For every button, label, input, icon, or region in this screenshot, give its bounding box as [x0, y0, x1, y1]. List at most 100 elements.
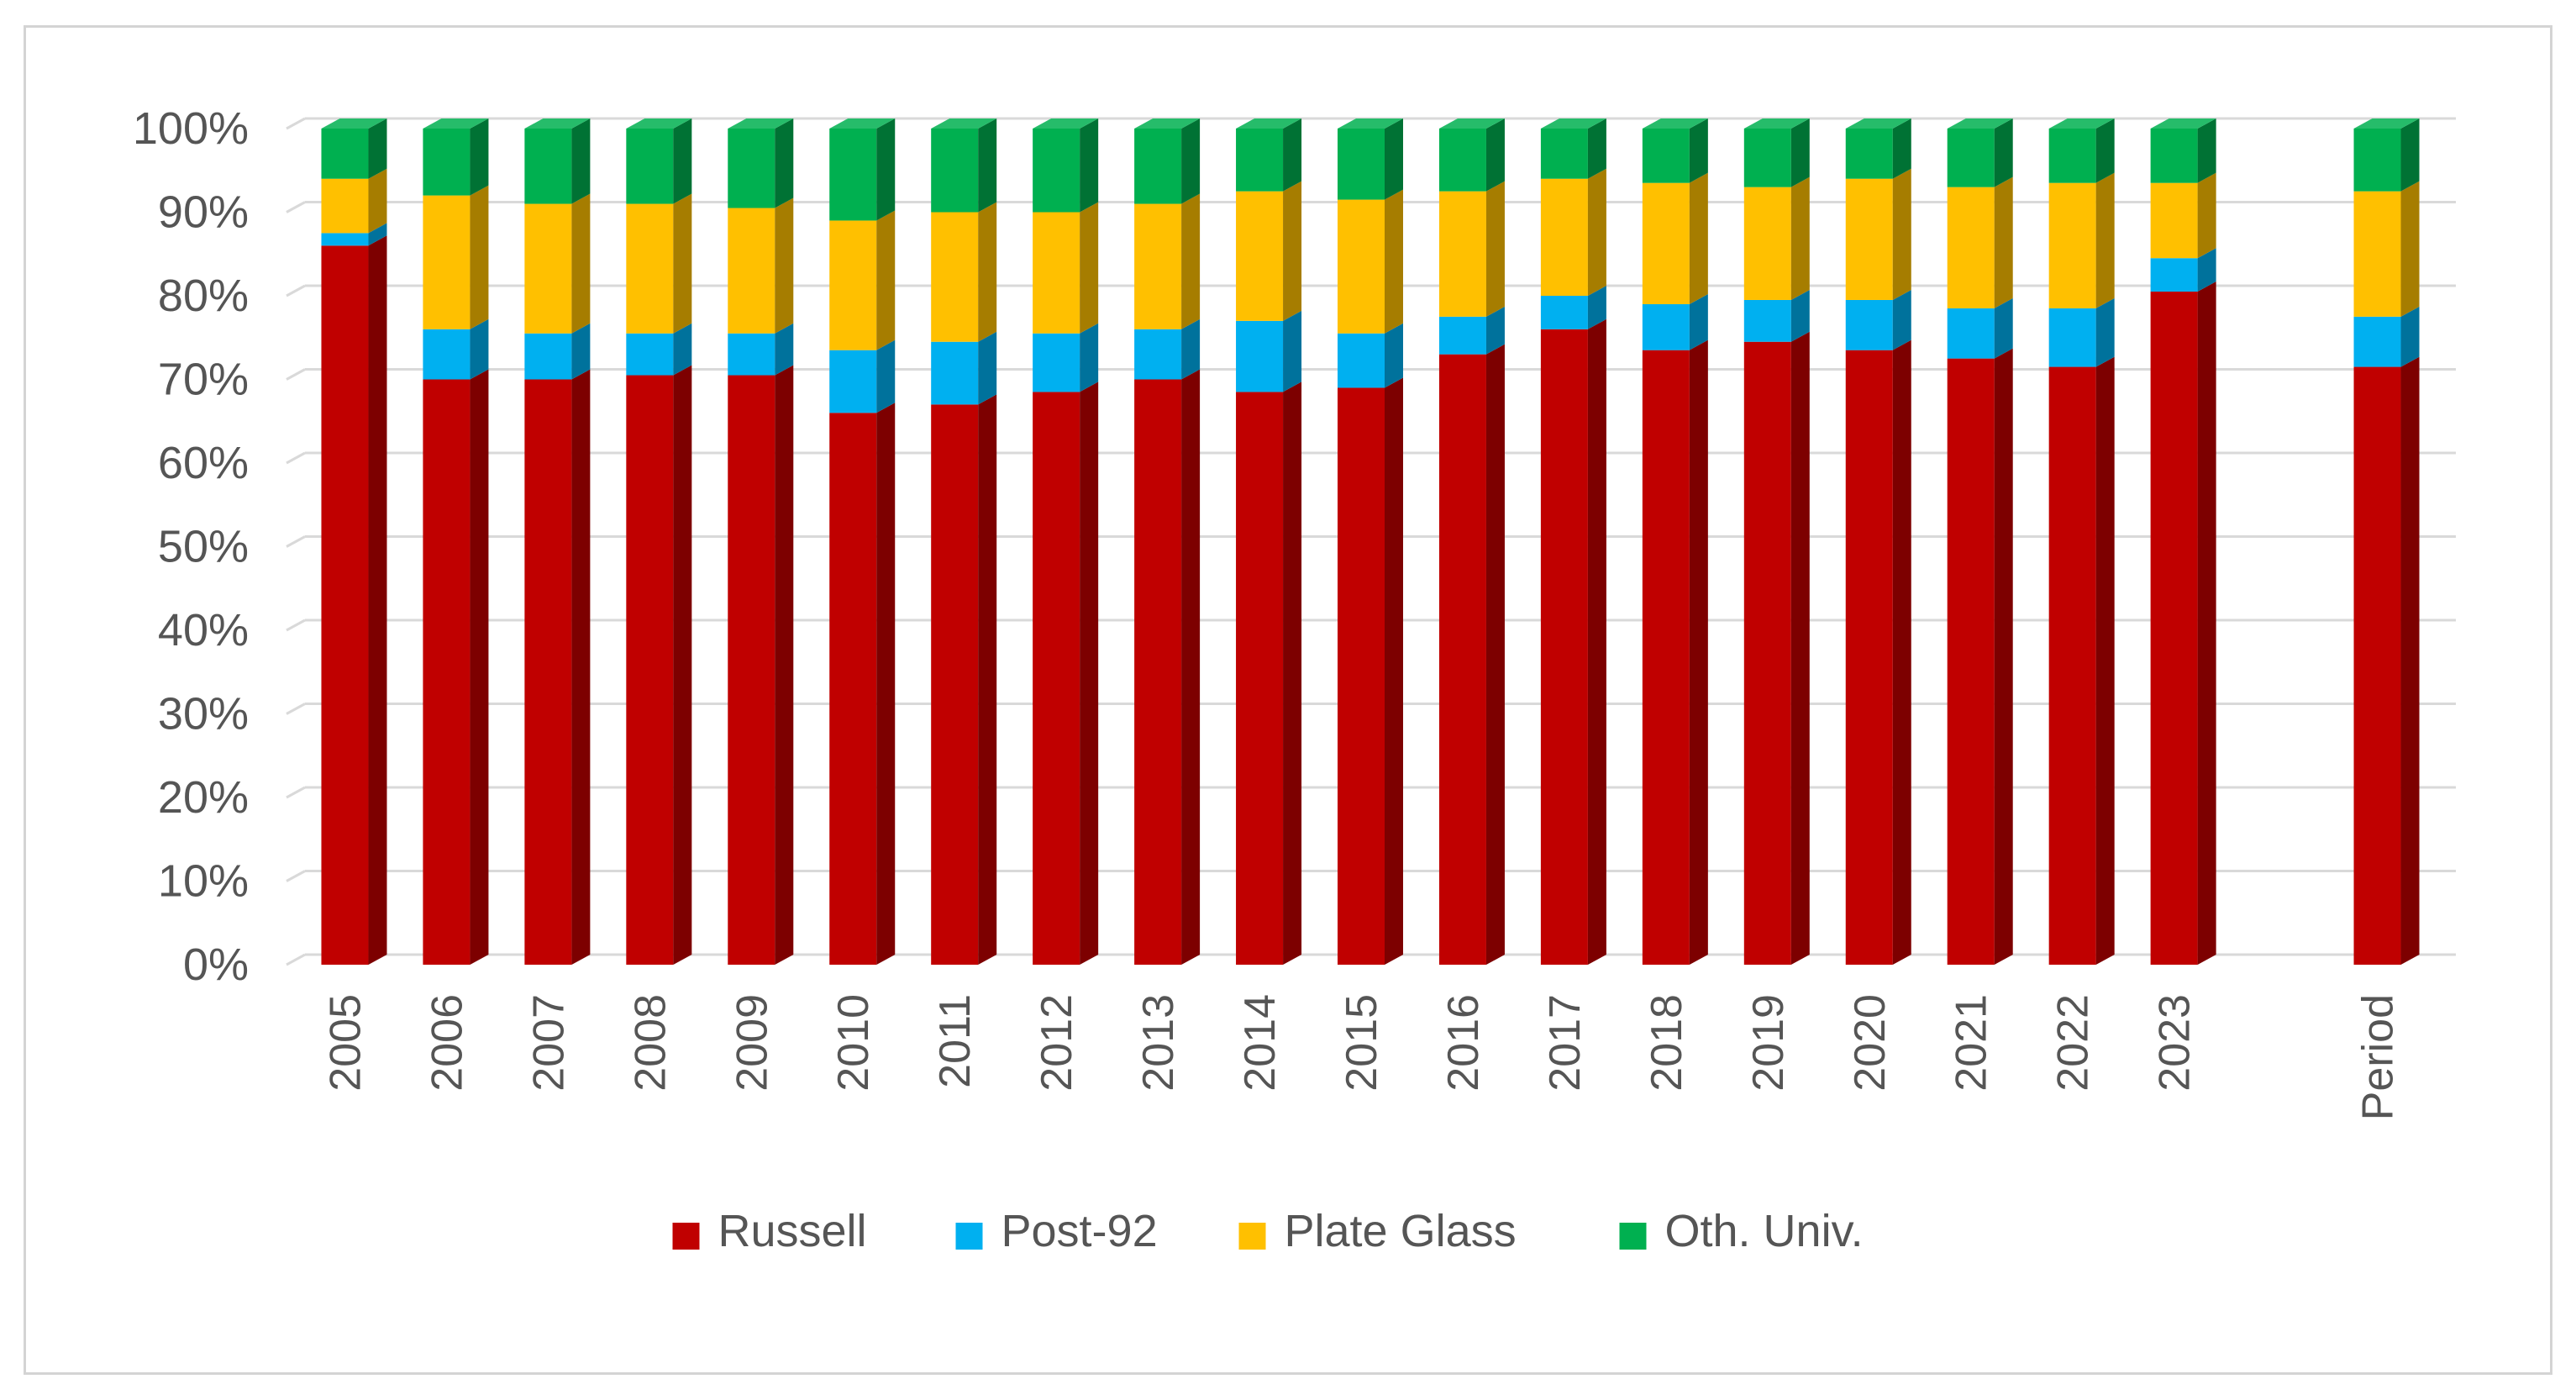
stacked-bar-chart: 0%10%20%30%40%50%60%70%80%90%100% 2005 20…: [133, 103, 2456, 1256]
y-tick-label: 60%: [158, 438, 249, 488]
bar-segment-plate-glass-2014: [1236, 181, 1302, 321]
bar-segment-russell-2015: [1338, 377, 1403, 965]
x-tick-label: 2018: [1643, 994, 1691, 1092]
y-tick-label: 10%: [158, 856, 249, 907]
bar-segment-russell-2019: [1743, 331, 1810, 966]
bar-segment-post-92-2020: [1845, 289, 1911, 350]
bar-segment-oth-univ--2016: [1438, 118, 1505, 192]
bar-segment-post-92-2016: [1438, 306, 1505, 355]
gridline-side: [286, 535, 306, 548]
bar-segment-oth-univ--2012: [1033, 118, 1099, 213]
x-tick-label: 2022: [2049, 994, 2098, 1092]
bar-segment-russell-2009: [728, 365, 794, 965]
legend-label: Post-92: [1001, 1206, 1158, 1256]
gridline-side: [286, 368, 306, 381]
bar-segment-post-92-2006: [423, 318, 489, 380]
x-tick-label: 2015: [1338, 994, 1386, 1092]
bar-segment-plate-glass-2016: [1438, 181, 1505, 317]
x-tick-label: Period: [2354, 994, 2403, 1120]
bar-segment-oth-univ--2023: [2150, 118, 2216, 183]
bar-segment-russell-period: [2353, 356, 2420, 965]
x-tick-label: 2008: [626, 994, 675, 1092]
bar-segment-oth-univ--2020: [1845, 118, 1911, 179]
x-tick-label: 2011: [931, 994, 980, 1088]
bar-segment-oth-univ--2022: [2048, 118, 2115, 183]
bar-segment-plate-glass-2010: [829, 210, 896, 350]
bar-segment-plate-glass-2019: [1743, 176, 1810, 300]
bar-segment-post-92-2013: [1134, 318, 1201, 380]
bar-segment-plate-glass-2012: [1033, 202, 1099, 334]
bar-segment-oth-univ--2007: [524, 118, 591, 204]
x-tick-label: 2005: [321, 994, 370, 1092]
bar-segment-russell-2008: [626, 365, 692, 965]
bar-segment-russell-2014: [1236, 382, 1302, 965]
bar-segment-oth-univ--2006: [423, 118, 489, 196]
bar-segment-russell-2021: [1947, 348, 2013, 965]
gridline-side: [286, 703, 306, 715]
bar-segment-russell-2011: [931, 394, 997, 966]
gridline-side: [286, 953, 306, 966]
bar-segment-russell-2012: [1033, 382, 1099, 965]
x-tick-label: 2023: [2151, 994, 2200, 1092]
bar-segment-russell-2013: [1134, 369, 1201, 965]
y-tick-label: 70%: [158, 355, 249, 405]
bar-segment-plate-glass-2021: [1947, 176, 2013, 308]
bar-segment-post-92-2012: [1033, 323, 1099, 392]
bar-segment-post-92-period: [2353, 306, 2420, 367]
bar-segment-oth-univ--period: [2353, 118, 2420, 192]
legend-label: Plate Glass: [1285, 1206, 1517, 1256]
bar-segment-plate-glass-2005: [321, 168, 387, 234]
y-tick-label: 50%: [158, 522, 249, 572]
y-tick-label: 80%: [158, 271, 249, 321]
x-tick-label: 2017: [1541, 994, 1590, 1092]
y-tick-label: 0%: [183, 939, 249, 990]
x-tick-label: 2020: [1846, 994, 1895, 1092]
bar-segment-russell-2023: [2150, 282, 2216, 965]
y-tick-label: 100%: [133, 103, 249, 154]
bar-segment-plate-glass-2008: [626, 193, 692, 334]
gridline-side: [286, 786, 306, 799]
legend-swatch: [1238, 1223, 1266, 1250]
bar-segment-russell-2017: [1540, 318, 1606, 965]
bar-segment-oth-univ--2014: [1236, 118, 1302, 192]
bar-segment-oth-univ--2019: [1743, 118, 1810, 187]
legend-swatch: [672, 1223, 700, 1250]
bar-segment-post-92-2014: [1236, 310, 1302, 392]
legend-item-plate-glass: Plate Glass: [1238, 1206, 1517, 1256]
bar-segment-post-92-2008: [626, 323, 692, 376]
bar-segment-plate-glass-2017: [1540, 168, 1606, 296]
bar-segment-post-92-2018: [1642, 293, 1708, 350]
bar-segment-russell-2006: [423, 369, 489, 965]
bar-segment-oth-univ--2015: [1338, 118, 1403, 200]
legend-item-post-92: Post-92: [955, 1206, 1158, 1256]
y-tick-label: 40%: [158, 605, 249, 655]
bar-segment-russell-2007: [524, 369, 591, 965]
bar-segment-post-92-2005: [321, 223, 387, 246]
legend-swatch: [955, 1223, 983, 1250]
gridline-side: [286, 284, 306, 297]
bar-segment-plate-glass-2011: [931, 202, 997, 342]
bar-segment-oth-univ--2010: [829, 118, 896, 221]
chart-frame: 0% 10% 20% 30% 40% 50% 60% 70% 80% 90% 100% 2005 20…: [24, 25, 2552, 1375]
bar-segment-post-92-2009: [728, 323, 794, 376]
bar-segment-post-92-2007: [524, 323, 591, 380]
x-axis: 2005 2006 2007 2008 2009 2010 2011 2012 2013 2014…: [321, 994, 2402, 1120]
bar-segment-oth-univ--2011: [931, 118, 997, 213]
bar-segment-russell-2022: [2048, 356, 2115, 965]
y-axis: 0% 10% 20% 30% 40% 50% 60% 70% 80% 90% 100%: [133, 103, 249, 990]
bar-segment-russell-2010: [829, 403, 896, 965]
x-tick-label: 2013: [1134, 994, 1183, 1092]
bar-segment-post-92-2017: [1540, 286, 1606, 329]
legend-item-russell: Russell: [672, 1206, 867, 1256]
legend-label: Oth. Univ.: [1665, 1206, 1864, 1256]
bar-segment-oth-univ--2008: [626, 118, 692, 204]
bars: [321, 118, 2420, 966]
bar-segment-plate-glass-2023: [2150, 172, 2216, 259]
bar-segment-russell-2016: [1438, 344, 1505, 965]
y-tick-label: 90%: [158, 187, 249, 238]
bar-segment-oth-univ--2005: [321, 118, 387, 179]
x-tick-label: 2009: [728, 994, 776, 1092]
gridline-side: [286, 201, 306, 213]
legend-label: Russell: [718, 1206, 867, 1256]
y-tick-label: 30%: [158, 689, 249, 739]
